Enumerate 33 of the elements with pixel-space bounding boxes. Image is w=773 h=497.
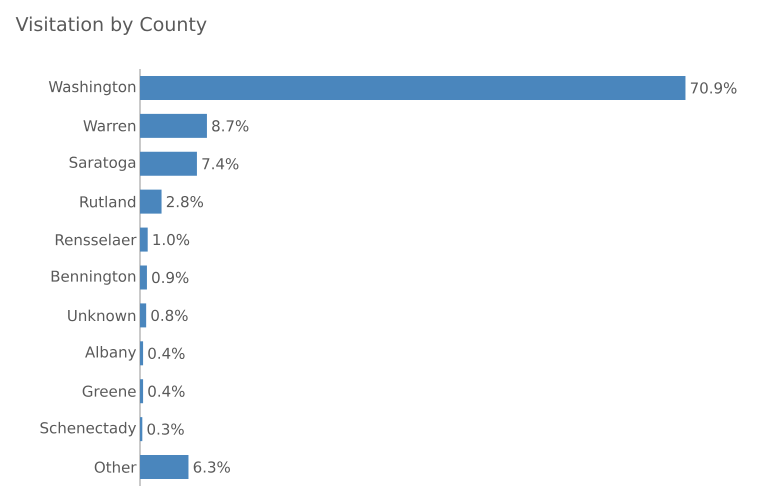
bar (140, 152, 197, 176)
data-label: 0.4% (148, 386, 185, 397)
y-tick-label: Washington (48, 80, 136, 96)
bar (140, 341, 144, 366)
data-label: 1.0% (154, 234, 190, 246)
bar (140, 76, 686, 100)
data-label: 2.8% (166, 196, 204, 208)
data-label: 0.4% (148, 348, 185, 359)
data-label: 6.3% (194, 461, 230, 473)
data-label: 0.3% (148, 423, 184, 435)
y-tick-label: Unknown (68, 310, 136, 322)
y-tick-label: Bennington (52, 270, 136, 285)
y-tick-label: Rutland (80, 196, 136, 208)
y-tick-label: Greene (82, 386, 136, 397)
data-label: 7.4% (202, 158, 238, 170)
y-tick-label: Saratoga (70, 156, 136, 171)
data-label: 0.8% (151, 310, 188, 322)
data-label: 70.9% (690, 82, 736, 94)
bar (140, 228, 148, 252)
y-tick-label: Other (94, 461, 136, 473)
y-tick-label: Rensselaer (56, 234, 137, 246)
chart-title: Visitation by County (16, 16, 207, 35)
y-tick-label: Warren (83, 120, 136, 132)
bar (140, 379, 144, 404)
bar (140, 190, 162, 214)
bar (140, 455, 188, 480)
bar (140, 303, 146, 328)
y-tick-label: Schenectady (40, 422, 136, 436)
y-tick-label: Albany (85, 346, 136, 361)
bar (140, 114, 207, 138)
data-label: 0.9% (152, 272, 188, 284)
bar (140, 265, 147, 290)
data-label: 8.7% (212, 120, 248, 132)
